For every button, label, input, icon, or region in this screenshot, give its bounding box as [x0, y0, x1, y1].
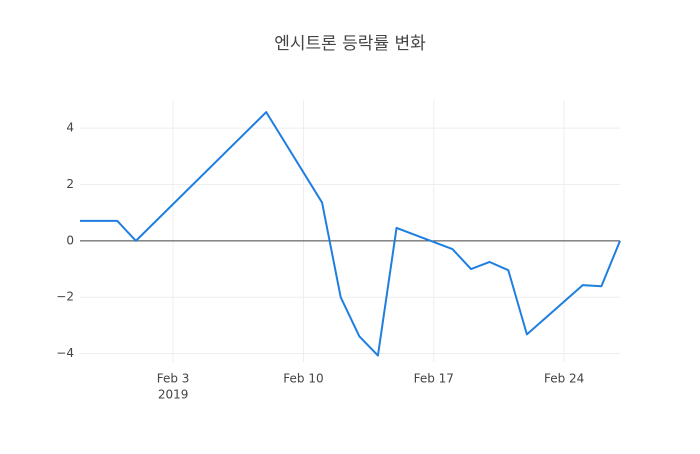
x-tick-label: Feb 10	[283, 372, 323, 386]
chart-title: 엔시트론 등락률 변화	[274, 34, 426, 54]
y-tick-label: −2	[56, 290, 74, 304]
y-tick-label: 2	[66, 177, 74, 191]
data-line	[80, 111, 621, 357]
x-tick-sublabel: 2019	[158, 388, 189, 402]
x-tick-label: Feb 3	[157, 372, 190, 386]
x-tick-label: Feb 17	[414, 372, 454, 386]
x-tick-label: Feb 24	[544, 372, 584, 386]
y-tick-label: 4	[66, 121, 74, 135]
y-tick-label: −4	[56, 346, 74, 360]
y-tick-label: 0	[66, 233, 74, 247]
